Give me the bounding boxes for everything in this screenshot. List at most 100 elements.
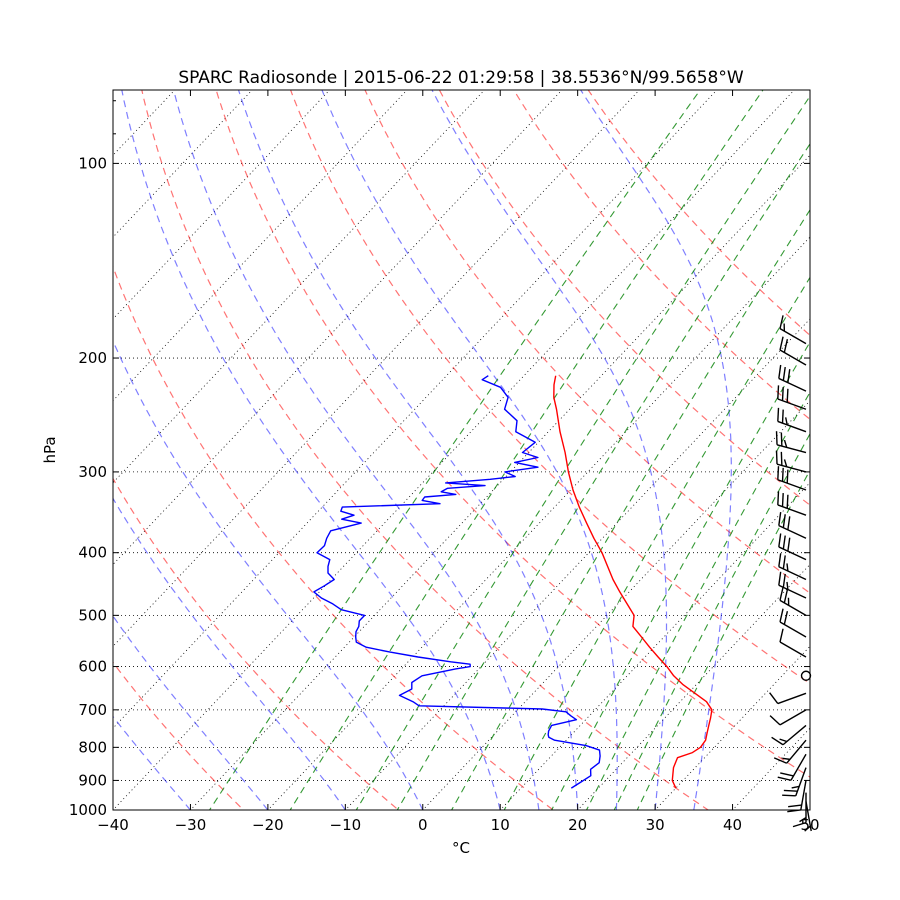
wind-barb-feather <box>773 757 787 764</box>
dry-adiabat-290 <box>113 265 555 810</box>
y-tick-label: 800 <box>78 738 107 756</box>
wind-barb-feather <box>778 512 782 526</box>
moist-adiabat-10 <box>121 90 501 810</box>
y-tick-label: 100 <box>78 154 107 172</box>
wind-barb-feather <box>780 772 794 777</box>
wind-barb-feather <box>777 776 792 781</box>
wind-barb-feather <box>779 738 788 743</box>
y-tick-label: 300 <box>78 463 107 481</box>
wind-barb-feather <box>804 825 811 832</box>
x-tick-label: −40 <box>97 816 129 834</box>
moist-adiabat--20 <box>113 615 269 810</box>
y-tick-label: 1000 <box>69 801 107 819</box>
wind-barb-feather <box>786 563 789 572</box>
mixing-ratio-24 <box>636 468 810 810</box>
wind-barb-feather <box>777 407 780 422</box>
wind-barb-feather <box>786 388 789 403</box>
wind-barbs <box>769 315 812 832</box>
wind-barb-feather <box>782 757 791 761</box>
sounding-traces <box>313 375 713 789</box>
wind-barb-shaft <box>777 692 807 705</box>
wind-barb-feather <box>786 469 789 484</box>
x-tick-label: 20 <box>568 816 587 834</box>
wind-barb-feather <box>779 586 784 601</box>
wind-barb-feather <box>787 537 791 552</box>
mixing-ratio-1 <box>289 90 764 810</box>
wind-barb-shaft <box>779 641 807 658</box>
x-tick-label: 50 <box>800 816 819 834</box>
wind-barb-feather <box>779 628 784 643</box>
mixing-ratio-8 <box>503 276 810 810</box>
wind-barb-feather <box>779 608 784 623</box>
moist-adiabat-30 <box>431 90 668 810</box>
wind-barb-feather <box>777 491 780 505</box>
moist-adiabat-35 <box>579 90 732 810</box>
wind-barb-feather <box>777 466 780 480</box>
x-tick-label: 30 <box>646 816 665 834</box>
wind-barb-feather <box>769 715 781 726</box>
mixing-ratio-12 <box>551 341 810 810</box>
wind-barb-feather <box>782 794 796 797</box>
wind-barb-feather <box>778 364 782 379</box>
axes: −40 −30 −20 −10 0 10 20 30 40 50 100 200 300 400 500 60… <box>69 90 820 834</box>
wind-barb-shaft <box>779 709 807 726</box>
dry-adiabat-310 <box>141 90 710 810</box>
y-axis-label: hPa <box>41 436 59 463</box>
wind-barb-feather <box>791 785 800 789</box>
wind-barb-shaft <box>805 801 812 832</box>
x-tick-label: −30 <box>175 816 207 834</box>
plot-area <box>113 90 810 810</box>
x-tick-label: −10 <box>330 816 362 834</box>
wind-barb-feather <box>786 494 789 509</box>
wind-barb-feather <box>781 387 784 401</box>
wind-barb-feather <box>783 589 789 604</box>
dewpoint-trace <box>313 375 601 789</box>
wind-barb-feather <box>781 409 784 424</box>
wind-barb-feather <box>782 535 786 550</box>
wind-barb-feather <box>769 692 779 704</box>
wind-barb-feather <box>783 459 788 467</box>
y-tick-label: 900 <box>78 771 107 789</box>
y-tick-label: 200 <box>78 349 107 367</box>
wind-barb-feather <box>771 736 784 746</box>
temperature-trace <box>553 375 713 789</box>
mixing-ratio-16 <box>585 391 810 810</box>
wind-barb-feather <box>788 804 802 808</box>
mixing-ratio-20 <box>613 432 810 810</box>
dry-adiabat-430 <box>587 90 810 337</box>
wind-barb-feather <box>783 439 788 448</box>
wind-barb-feather <box>778 533 782 548</box>
moist-adiabats <box>113 90 732 810</box>
wind-barb-feather <box>782 366 786 381</box>
wind-barb-feather <box>778 553 782 567</box>
wind-barb-feather <box>777 385 780 400</box>
wind-barb-feather <box>784 417 788 426</box>
x-tick-label: 0 <box>418 816 428 834</box>
dry-adiabats <box>113 90 810 810</box>
wind-barb-feather <box>779 315 784 329</box>
wind-barb-feather <box>781 467 784 482</box>
wind-barb-feather <box>782 573 786 588</box>
mixing-ratio-5 <box>450 208 810 810</box>
moist-adiabat-0 <box>113 339 424 810</box>
dry-adiabat-270 <box>113 477 400 810</box>
dry-adiabat-330 <box>215 90 810 778</box>
x-tick-label: −20 <box>252 816 284 834</box>
mixing-ratio-3 <box>396 142 810 810</box>
plot-frame <box>112 89 811 811</box>
wind-barb-feather <box>792 821 807 828</box>
moist-adiabat--30 <box>113 715 191 810</box>
y-tick-label: 700 <box>78 701 107 719</box>
dry-adiabat-390 <box>438 90 810 506</box>
x-tick-label: 10 <box>491 816 510 834</box>
wind-barb-shaft <box>777 504 807 516</box>
y-tick-label: 400 <box>78 544 107 562</box>
x-tick-label: 40 <box>723 816 742 834</box>
wind-barb-feather <box>787 369 791 383</box>
x-axis-label: °C <box>452 839 470 857</box>
mixing-ratio-lines <box>208 90 810 810</box>
mixing-ratio-0.4 <box>208 90 701 810</box>
wind-barb-feather <box>799 817 807 823</box>
